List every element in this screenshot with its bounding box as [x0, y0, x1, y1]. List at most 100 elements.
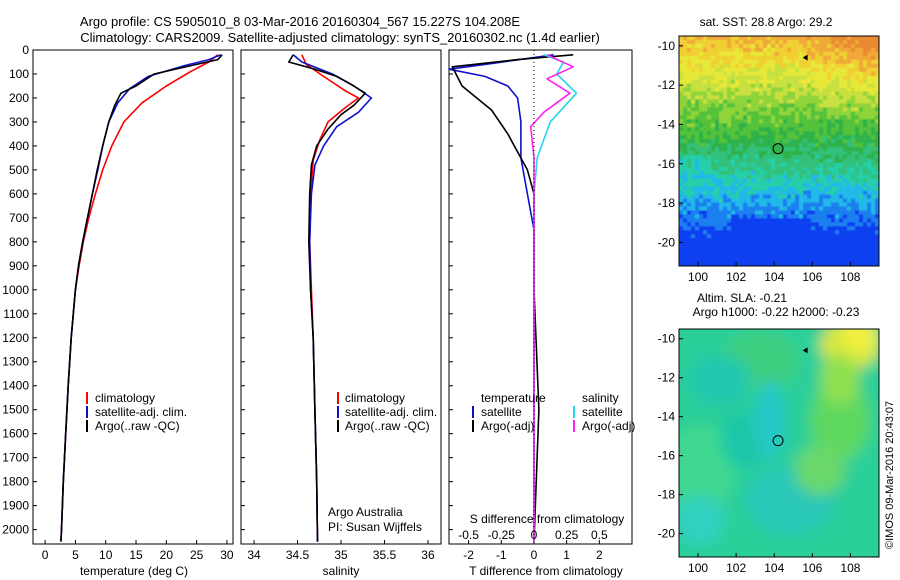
sst-cell	[827, 63, 832, 69]
sst-cell	[831, 222, 836, 227]
sst-cell	[851, 135, 856, 140]
sst-cell	[835, 139, 840, 144]
sst-cell	[727, 51, 732, 57]
sst-cell	[771, 43, 776, 49]
sst-cell	[791, 166, 796, 172]
sst-cell	[755, 127, 760, 132]
sst-cell	[851, 210, 856, 215]
sst-cell	[835, 254, 840, 259]
sst-cell	[699, 71, 704, 77]
sst-cell	[795, 79, 800, 84]
sst-cell	[703, 87, 708, 92]
sst-cell	[799, 151, 804, 156]
sst-cell	[719, 43, 724, 49]
sst-cell	[855, 71, 860, 77]
sst-cell	[703, 194, 708, 199]
sst-cell	[763, 83, 768, 88]
sst-cell	[791, 39, 796, 45]
sst-cell	[831, 47, 836, 53]
sst-cell	[691, 158, 696, 164]
sst-cell	[731, 107, 736, 112]
sst-cell	[859, 87, 864, 92]
sst-cell	[751, 186, 756, 192]
sst-cell	[679, 51, 684, 57]
sst-cell	[743, 230, 748, 235]
sst-cell	[855, 254, 860, 259]
sst-cell	[835, 55, 840, 61]
sst-cell	[763, 71, 768, 77]
sst-cell	[851, 91, 856, 96]
sst-cell	[843, 194, 848, 199]
sst-cell	[859, 83, 864, 88]
sst-cell	[691, 131, 696, 136]
sst-cell	[799, 158, 804, 164]
sst-cell	[715, 190, 720, 196]
sst-cell	[835, 119, 840, 124]
sst-cell	[687, 67, 692, 73]
sst-cell	[679, 127, 684, 132]
sst-cell	[779, 91, 784, 96]
sst-cell	[871, 115, 876, 120]
sst-cell	[843, 59, 848, 65]
sst-cell	[835, 151, 840, 156]
sst-cell	[823, 143, 828, 148]
sst-cell	[819, 186, 824, 192]
sst-cell	[779, 131, 784, 136]
sst-cell	[827, 36, 832, 41]
sst-cell	[719, 103, 724, 108]
sst-cell	[815, 182, 820, 188]
sst-cell	[875, 147, 879, 152]
sst-cell	[783, 174, 788, 180]
sst-cell	[751, 178, 756, 184]
sst-cell	[851, 63, 856, 69]
sst-cell	[727, 111, 732, 116]
sst-cell	[683, 119, 688, 124]
sst-cell	[863, 63, 868, 69]
sst-cell	[711, 151, 716, 156]
sst-cell	[771, 123, 776, 128]
sst-cell	[727, 162, 732, 168]
sst-cell	[875, 178, 879, 184]
sst-cell	[719, 63, 724, 69]
sst-cell	[823, 43, 828, 49]
sst-cell	[771, 186, 776, 192]
sst-cell	[735, 67, 740, 73]
sst-cell	[703, 107, 708, 112]
sst-cell	[699, 162, 704, 168]
sst-cell	[843, 214, 848, 219]
sst-cell	[799, 186, 804, 192]
sst-cell	[763, 246, 768, 251]
sst-cell	[723, 131, 728, 136]
sst-cell	[731, 218, 736, 223]
sst-cell	[799, 55, 804, 61]
sst-cell	[743, 63, 748, 69]
sst-cell	[751, 107, 756, 112]
sst-cell	[695, 143, 700, 148]
sst-cell	[715, 67, 720, 73]
sst-cell	[831, 119, 836, 124]
sst-cell	[823, 158, 828, 164]
sst-cell	[811, 87, 816, 92]
sst-cell	[787, 190, 792, 196]
sst-cell	[679, 174, 684, 180]
sla-blob	[690, 355, 750, 405]
sst-cell	[779, 206, 784, 211]
sst-cell	[723, 75, 728, 81]
sst-cell	[819, 95, 824, 100]
sst-cell	[807, 127, 812, 132]
sst-cell	[735, 262, 740, 266]
sst-cell	[839, 119, 844, 124]
sst-cell	[811, 234, 816, 239]
sst-cell	[727, 79, 732, 84]
sst-cell	[691, 262, 696, 266]
sst-cell	[819, 250, 824, 255]
sst-cell	[863, 230, 868, 235]
sst-cell	[739, 71, 744, 77]
sst-cell	[851, 226, 856, 231]
sst-cell	[807, 158, 812, 164]
sst-cell	[751, 111, 756, 116]
sst-cell	[743, 119, 748, 124]
sst-cell	[827, 258, 832, 263]
sst-cell	[759, 246, 764, 251]
sst-cell	[795, 147, 800, 152]
